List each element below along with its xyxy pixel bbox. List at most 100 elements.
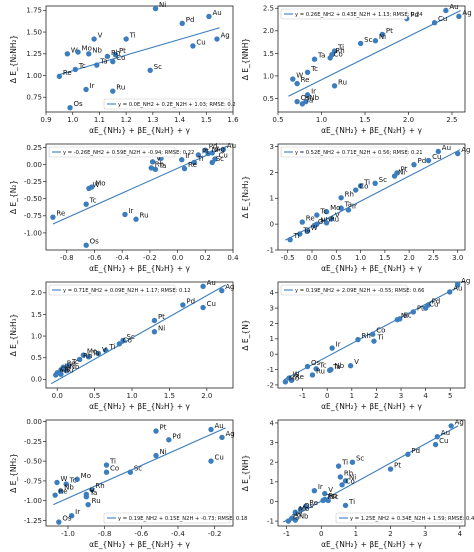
plot-frame: [45, 143, 234, 251]
y-tick-label: 0: [270, 351, 274, 359]
fit-line: [53, 427, 226, 506]
point-label: Ni: [398, 169, 405, 177]
point-label: Rh: [155, 160, 164, 168]
data-point: [410, 309, 417, 315]
point-label: Pt: [386, 27, 393, 35]
point-label: Os: [311, 359, 321, 367]
y-tick-label: 0.00: [26, 418, 42, 426]
point-label: Tc: [71, 358, 79, 366]
point-label: W: [295, 511, 302, 519]
point-label: Tc: [319, 361, 327, 369]
point-label: Nb: [64, 484, 74, 492]
y-tick-label: 1.0: [31, 332, 42, 340]
point-label: Ti: [129, 32, 136, 40]
point-label: Ir: [311, 87, 316, 95]
point-label: Ir: [59, 368, 64, 376]
y-tick-label: 2.0: [31, 289, 42, 297]
data-point: [56, 519, 62, 525]
data-point: [456, 13, 462, 20]
data-point: [338, 195, 344, 201]
data-point: [104, 53, 111, 60]
data-point: [116, 341, 123, 347]
x-tick-label: -0.2: [143, 254, 157, 262]
data-point: [345, 207, 352, 213]
x-tick-label: 3.0: [452, 254, 463, 262]
point-label: Re: [188, 161, 197, 169]
point-label: Nb: [92, 46, 102, 54]
point-label: Au: [442, 144, 451, 152]
point-label: Ag: [461, 146, 470, 154]
scatter-panel-2: 0.5 1.0 1.5 2.0 2.5 0.5 1.0 1.5 2.0 2.5 αE_{NH₂} +…: [241, 3, 472, 135]
point-label: Ti: [337, 44, 344, 52]
data-point: [219, 434, 225, 441]
data-point: [357, 40, 364, 47]
point-label: V: [335, 211, 340, 219]
data-point: [123, 36, 129, 42]
point-label: Os: [61, 365, 71, 373]
data-point: [64, 51, 71, 57]
point-label: Ti: [363, 178, 370, 186]
x-tick-label: 0.0: [306, 254, 317, 262]
point-label: Au: [212, 9, 221, 17]
point-label: Ti: [197, 155, 204, 163]
x-axis-title: αE_{NH₂} + βE_{N₂H} + γ: [89, 264, 190, 273]
data-point: [53, 372, 59, 378]
legend-text: y = 0.19E_NH2 + 2.09E_N2H + -0.55; RMSE:…: [295, 288, 424, 294]
x-tick-label: 0.5: [331, 254, 342, 262]
data-point: [435, 148, 441, 155]
point-label: Ir: [90, 82, 95, 90]
point-label: Mo: [95, 180, 105, 188]
data-point: [205, 150, 211, 157]
point-label: Ta: [302, 226, 310, 234]
point-label: Sc: [356, 455, 364, 463]
x-axis-title: αE_{NH₂} + βE_{N₂H} + γ: [321, 540, 422, 549]
point-label: Tc: [331, 493, 339, 501]
point-label: Os: [304, 502, 314, 510]
scatter-panel-1: 0.9 1.0 1.1 1.2 1.3 1.4 1.5 1.6 0.75 1.00 1.25 1.50…: [9, 1, 239, 135]
point-label: Ti: [341, 459, 348, 467]
y-tick-label: 2: [270, 169, 274, 177]
point-label: Sc: [154, 63, 162, 71]
data-point: [120, 337, 126, 344]
data-point: [448, 423, 454, 429]
point-label: W: [293, 371, 300, 379]
point-label: W: [296, 72, 303, 80]
data-point: [431, 19, 438, 26]
scatter-panel-3: -0.8 -0.6 -0.4 -0.2 0.0 0.2 0.4 -1.00 -0.75 -0.50…: [9, 142, 239, 273]
data-point: [304, 69, 311, 76]
point-label: Au: [215, 422, 224, 430]
data-point: [338, 205, 344, 211]
legend-box: [103, 512, 231, 524]
x-tick-label: -1: [283, 530, 290, 538]
x-tick-label: 0.2: [200, 254, 211, 262]
data-point: [56, 73, 63, 80]
point-label: Ti: [348, 498, 355, 506]
fit-line: [52, 145, 228, 225]
point-label: Pt: [119, 47, 126, 55]
data-point: [443, 7, 449, 14]
point-label: Ti: [108, 343, 115, 351]
data-point: [83, 86, 89, 93]
x-tick-label: 1.0: [355, 254, 366, 262]
y-tick-label: 1.0: [263, 72, 274, 80]
point-label: Re: [309, 499, 318, 507]
point-label: Ta: [158, 162, 166, 170]
legend-box: [280, 8, 408, 20]
point-label: Pd: [186, 297, 195, 305]
data-point: [153, 452, 159, 459]
data-point: [72, 66, 79, 73]
plot-frame: [45, 419, 234, 527]
scatter-panel-5: 0.0 0.5 1.0 1.5 2.0 0.0 0.5 1.0 1.5 2.0 αE_{NH₂} +…: [9, 279, 235, 411]
data-point: [149, 159, 156, 165]
point-label: Au: [453, 284, 462, 292]
data-point: [322, 490, 328, 497]
data-point: [372, 180, 378, 186]
point-label: Mo: [81, 472, 91, 480]
data-point: [335, 463, 342, 469]
data-point: [355, 336, 361, 343]
point-label: Ti: [109, 458, 116, 466]
data-point: [220, 146, 227, 153]
data-point: [325, 497, 331, 504]
y-tick-label: 2.0: [263, 27, 274, 35]
data-point: [94, 62, 100, 68]
